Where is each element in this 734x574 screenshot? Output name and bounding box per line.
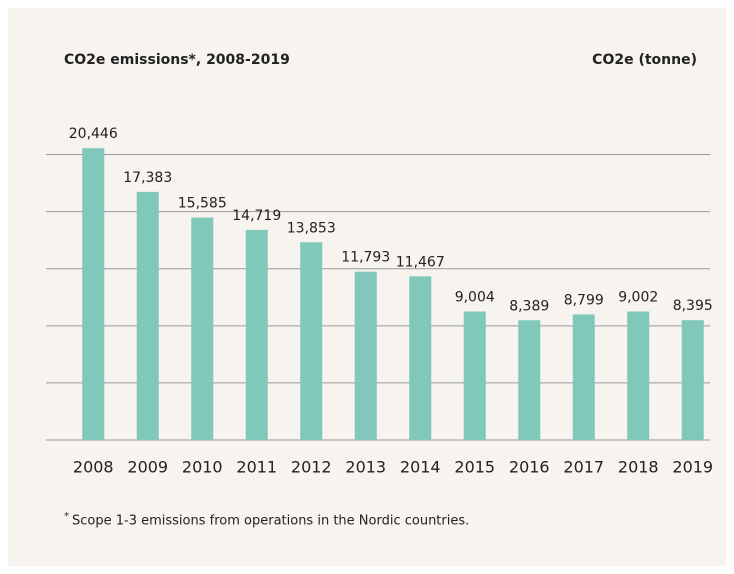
bar — [681, 320, 704, 440]
data-label: 8,389 — [509, 298, 549, 314]
data-label: 17,383 — [123, 170, 172, 186]
x-tick-label: 2016 — [509, 458, 550, 477]
bar — [572, 314, 595, 440]
bar — [136, 191, 159, 440]
data-label: 20,446 — [69, 126, 118, 142]
bar — [191, 217, 214, 440]
footnote: Scope 1-3 emissions from operations in t… — [72, 514, 469, 529]
x-tick-label: 2018 — [618, 458, 659, 477]
data-label: 11,467 — [396, 254, 445, 270]
data-label: 11,793 — [341, 250, 390, 266]
data-label: 8,395 — [673, 298, 713, 314]
x-tick-label: 2013 — [345, 458, 386, 477]
chart-title: CO2e emissions*, 2008-2019 — [64, 52, 290, 68]
bar — [354, 271, 377, 440]
data-label: 14,719 — [232, 208, 281, 224]
bar — [300, 242, 323, 440]
bar — [463, 311, 486, 440]
x-tick-label: 2009 — [127, 458, 168, 477]
data-label: 9,004 — [455, 289, 495, 305]
axis-label: CO2e (tonne) — [592, 52, 697, 68]
x-tick-label: 2017 — [563, 458, 604, 477]
x-tick-label: 2015 — [454, 458, 495, 477]
bar — [518, 320, 541, 440]
data-label: 13,853 — [287, 220, 336, 236]
bar — [82, 148, 105, 441]
data-label: 15,585 — [178, 196, 227, 212]
bar — [245, 229, 268, 440]
bar — [409, 276, 432, 440]
data-label: 8,799 — [564, 292, 604, 308]
bar — [627, 311, 650, 440]
x-tick-label: 2014 — [400, 458, 441, 477]
x-tick-label: 2008 — [73, 458, 114, 477]
x-tick-label: 2019 — [672, 458, 713, 477]
x-tick-label: 2012 — [291, 458, 332, 477]
data-label: 9,002 — [618, 290, 658, 306]
x-tick-label: 2011 — [236, 458, 277, 477]
x-tick-label: 2010 — [182, 458, 223, 477]
footnote-marker: * — [64, 511, 69, 522]
